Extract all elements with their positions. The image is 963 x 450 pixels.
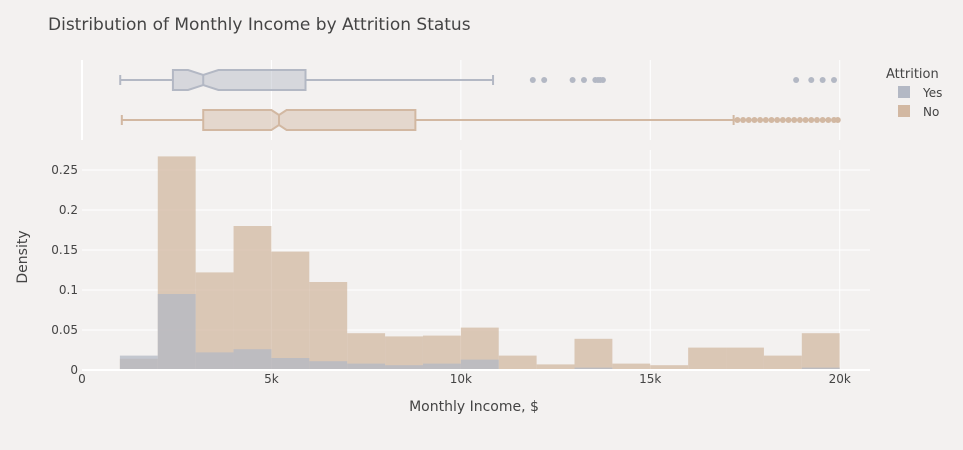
y-tick-label: 0.25 [51, 163, 78, 177]
outlier-no [774, 117, 781, 123]
outlier-no [740, 117, 747, 123]
histogram-bar-no [271, 251, 310, 370]
histogram-bar-no [801, 333, 840, 370]
legend-label-no: No [923, 105, 939, 119]
axis-layer: 0 5k 10k 15k 20k 0 0.05 0.1 0.15 0.2 0.25 [51, 163, 870, 386]
outlier-no [796, 117, 803, 123]
outlier-yes [793, 77, 800, 83]
legend-label-yes: Yes [922, 86, 942, 100]
outlier-no [757, 117, 764, 123]
outlier-no [779, 117, 786, 123]
histogram-bar-no [650, 365, 689, 370]
legend-item-no[interactable]: No [898, 105, 939, 119]
x-tick-label: 20k [829, 372, 851, 386]
legend[interactable]: Attrition Yes No [886, 67, 942, 119]
histogram-bar-yes [309, 361, 348, 370]
histogram-bar-no [309, 282, 348, 370]
outlier-no [734, 117, 741, 123]
outlier-yes [529, 77, 536, 83]
legend-swatch-yes [898, 86, 910, 98]
x-axis-title: Monthly Income, $ [409, 399, 539, 415]
histogram-bar-no [574, 338, 613, 370]
histogram-bar-no [233, 226, 272, 370]
outlier-yes [541, 77, 548, 83]
box-no [202, 109, 417, 131]
chart-title: Distribution of Monthly Income by Attrit… [48, 15, 471, 35]
histogram-bar-yes [460, 359, 499, 370]
histogram-bar-yes [233, 349, 272, 370]
outlier-yes [580, 77, 587, 83]
y-tick-label: 0.2 [59, 203, 78, 217]
histogram-bar-no [726, 347, 764, 370]
legend-item-yes[interactable]: Yes [898, 86, 942, 100]
y-tick-label: 0 [70, 363, 78, 377]
histogram-bar-yes [422, 363, 461, 370]
histogram-bar-yes [385, 365, 423, 370]
box-yes [171, 69, 307, 91]
histogram-bar-yes [347, 363, 386, 370]
outlier-no [819, 117, 826, 123]
histogram-bar-no [612, 363, 651, 370]
outlier-no [813, 117, 820, 123]
x-tick-label: 0 [78, 372, 86, 386]
outlier-yes [819, 77, 826, 83]
histogram-bar-no [536, 364, 575, 370]
outlier-no [802, 117, 809, 123]
histogram-bar-yes [157, 294, 196, 370]
legend-swatch-no [898, 105, 910, 117]
outlier-yes [599, 77, 606, 83]
outlier-no [834, 117, 841, 123]
outlier-no [785, 117, 792, 123]
histogram-bar-yes [574, 367, 613, 370]
x-tick-label: 15k [639, 372, 661, 386]
y-tick-label: 0.15 [51, 243, 78, 257]
legend-title: Attrition [886, 67, 939, 82]
outlier-no [745, 117, 752, 123]
outlier-no [825, 117, 832, 123]
boxplot-layer [119, 69, 841, 131]
y-tick-label: 0.1 [59, 283, 78, 297]
histogram-layer [119, 156, 840, 370]
outlier-no [791, 117, 798, 123]
outlier-no [751, 117, 758, 123]
histogram-bar-yes [271, 358, 310, 370]
histogram-bar-no [385, 336, 423, 370]
y-axis-title: Density [15, 230, 31, 283]
x-tick-label: 10k [450, 372, 472, 386]
histogram-bar-yes [195, 352, 234, 370]
histogram-bar-yes [119, 355, 158, 370]
outlier-no [762, 117, 769, 123]
histogram-bar-no [498, 355, 537, 370]
histogram-bar-yes [801, 367, 840, 370]
outlier-no [768, 117, 775, 123]
histogram-bar-no [688, 347, 727, 370]
outlier-yes [831, 77, 838, 83]
outlier-no [808, 117, 815, 123]
y-tick-label: 0.05 [51, 323, 78, 337]
histogram-bar-no [763, 355, 802, 370]
outlier-yes [569, 77, 576, 83]
x-tick-label: 5k [264, 372, 279, 386]
outlier-yes [808, 77, 815, 83]
